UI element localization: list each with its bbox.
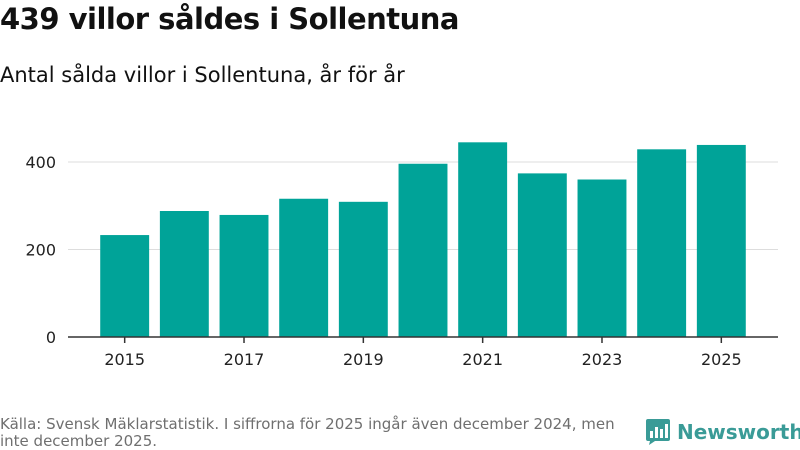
source-note: Källa: Svensk Mäklarstatistik. I siffror…	[0, 415, 615, 450]
bar-2024	[637, 149, 687, 337]
y-tick-label-200: 200	[25, 241, 56, 260]
bar-2020	[398, 163, 448, 337]
brand-name: Newsworthy	[677, 420, 800, 444]
tick-labels: 0 200 400 2015 2017 2019 2021 2023 2025	[25, 153, 741, 369]
y-tick-label-400: 400	[25, 153, 56, 172]
chart-subtitle: Antal sålda villor i Sollentuna, år för …	[0, 63, 405, 87]
x-tick-label-2023: 2023	[582, 350, 623, 369]
bar-2019	[338, 201, 388, 337]
x-tick-label-2025: 2025	[701, 350, 742, 369]
bars	[100, 142, 746, 338]
chart-title: 439 villor såldes i Sollentuna	[0, 2, 460, 36]
bar-2021	[458, 142, 508, 337]
x-tick-label-2019: 2019	[343, 350, 384, 369]
x-tick-label-2021: 2021	[462, 350, 503, 369]
bar-2023	[577, 179, 627, 337]
bar-2017	[219, 214, 269, 337]
x-tick-label-2017: 2017	[224, 350, 265, 369]
bar-chart-logo-icon	[646, 419, 670, 445]
bar-2022	[517, 173, 567, 338]
bar-2018	[279, 198, 329, 337]
y-tick-label-0: 0	[46, 328, 56, 347]
x-tick-label-2015: 2015	[104, 350, 145, 369]
bar-2016	[159, 211, 209, 337]
axes	[68, 336, 778, 343]
brand: Newsworthy	[645, 418, 800, 446]
bar-2015	[100, 235, 150, 337]
bar-2025	[696, 144, 746, 337]
bar-chart: 0 200 400 2015 2017 2019 2021 2023 2025	[25, 142, 778, 369]
